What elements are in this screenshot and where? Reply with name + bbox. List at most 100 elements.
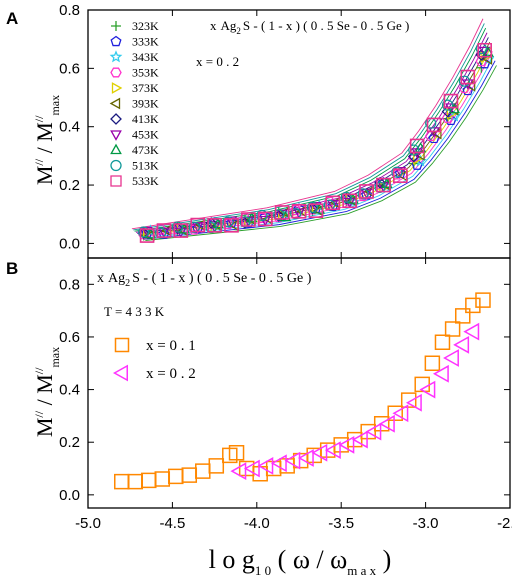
panel-b-point-x02 — [392, 404, 409, 423]
panel-a-point-453K — [191, 222, 204, 233]
panel-a-point-513K — [290, 208, 302, 220]
panel-a-point-453K — [225, 216, 238, 227]
panel-b-point-x02 — [324, 441, 341, 459]
panel-b-point-x01 — [141, 472, 157, 489]
panel-a-ylabel: M// / M//max — [32, 95, 62, 185]
panel-a-point-533K — [241, 212, 256, 227]
panel-b-xtick-label: -2.5 — [497, 515, 512, 532]
panel-b-point-x02 — [351, 430, 368, 449]
panel-a-point-453K — [326, 199, 339, 211]
panel-a-point-453K — [478, 46, 491, 58]
panel-b-point-x01 — [373, 416, 390, 432]
panel-b-point-x01 — [114, 473, 130, 490]
panel-b-point-x01 — [465, 297, 481, 314]
panel-b-point-x01 — [444, 321, 461, 337]
panel-a-point-533K — [477, 42, 492, 58]
panel-b-point-x01 — [387, 405, 403, 422]
panel-a-point-533K — [224, 218, 239, 233]
panel-b-point-x01 — [414, 376, 430, 393]
panel-b-ytick-label: 0.8 — [59, 276, 80, 293]
panel-b-point-x02 — [453, 335, 470, 354]
panel-b-xtick-label: -3.5 — [328, 515, 354, 532]
panel-a-point-353K — [289, 205, 302, 216]
panel-a-point-533K — [156, 223, 172, 238]
panel-a-point-513K — [138, 226, 150, 238]
panel-a-point-513K — [340, 191, 352, 203]
panel-a-point-533K — [139, 228, 155, 243]
panel-a: A x Ag2 S - ( 1 - x ) ( 0 . 5 Se - 0 . 5 G… — [6, 2, 511, 259]
x-axis-label: l o g1 0 ( ω / ωm a x ) — [209, 545, 392, 578]
panel-b-ticks: 0.0 0.2 0.4 0.6 0.8 -5.0 -4.5 -4.0 -3.5 -3.0 -2.5 — [59, 258, 512, 532]
panel-a-point-513K — [458, 75, 471, 87]
panel-a-legend-marker-513K — [110, 159, 122, 172]
panel-b-point-x02 — [338, 435, 355, 454]
panel-a-ticks: 0.0 0.2 0.4 0.6 0.8 — [59, 2, 511, 258]
panel-b-point-x02 — [378, 414, 395, 433]
panel-b-xtick-label: -3.0 — [413, 515, 439, 532]
panel-a-legend-label: 353K — [132, 66, 159, 80]
panel-b-point-x02 — [463, 322, 480, 341]
panel-a-curve-373K — [139, 46, 492, 237]
panel-a-data — [131, 18, 497, 243]
panel-b-point-x02 — [365, 422, 382, 441]
panel-b-point-x02 — [405, 393, 422, 412]
panel-a-point-533K — [426, 117, 442, 133]
panel-a-point-533K — [359, 184, 374, 199]
panel-a-legend-label: 533K — [132, 174, 159, 188]
panel-a-point-533K — [392, 168, 408, 184]
panel-a-point-353K — [239, 213, 251, 224]
panel-b-point-x02 — [230, 462, 247, 481]
panel-b-point-x01 — [252, 466, 268, 482]
panel-a-point-533K — [308, 203, 324, 219]
panel-b-ytick-label: 0.0 — [59, 487, 80, 504]
panel-a-point-333K — [158, 228, 170, 239]
panel-a-point-533K — [173, 223, 189, 238]
panel-b-xtick-label: -5.0 — [75, 515, 101, 532]
panel-b-point-x02 — [257, 457, 274, 475]
panel-b-legend: x = 0 . 1 x = 0 . 2 — [112, 337, 196, 382]
panel-b-xtick-label: -4.5 — [159, 515, 185, 532]
panel-b-point-x01 — [208, 458, 225, 474]
panel-b-composition: x Ag2 S - ( 1 - x ) ( 0 . 5 Se - 0 . 5 Ge … — [97, 271, 312, 289]
panel-a-point-533K — [409, 138, 425, 154]
panel-a-legend-marker-413K — [110, 113, 122, 125]
panel-b-xtick-label: -4.0 — [244, 515, 270, 532]
panel-a-point-333K — [327, 200, 339, 212]
panel-a-point-513K — [357, 188, 369, 200]
panel-a-legend-label: 393K — [132, 97, 159, 111]
panel-b-point-x02 — [432, 364, 449, 383]
panel-b-point-x01 — [195, 463, 211, 479]
panel-b-legend-marker-x02 — [112, 364, 128, 382]
panel-b-point-x01 — [319, 442, 336, 458]
panel-a-legend-marker-353K — [110, 67, 122, 78]
panel-a-point-513K — [205, 222, 217, 234]
panel-a-point-533K — [207, 218, 222, 233]
panel-a-point-513K — [256, 209, 268, 222]
panel-b-temperature: T = 4 3 3 K — [104, 304, 165, 319]
panel-b-point-x01 — [333, 437, 349, 453]
panel-b-point-x01 — [424, 355, 441, 372]
panel-a-legend-label: 513K — [132, 159, 159, 173]
panel-a-ytick-label: 0.0 — [59, 235, 80, 252]
panel-b-data — [114, 292, 491, 490]
panel-b-point-x01 — [181, 467, 198, 483]
panel-a-point-533K — [190, 217, 206, 233]
panel-b-ytick-label: 0.2 — [59, 434, 80, 451]
panel-b-point-x01 — [168, 468, 184, 485]
panel-b-point-x01 — [228, 444, 245, 461]
panel-b-point-x02 — [243, 459, 260, 478]
panel-a-curve-323K — [145, 65, 497, 241]
panel-b-ytick-label: 0.6 — [59, 329, 80, 346]
panel-a-legend-marker-323K — [111, 21, 121, 31]
panel-b: B x Ag2 S - ( 1 - x ) ( 0 . 5 Se - 0 . 5 G… — [6, 257, 512, 578]
panel-b-point-x01 — [454, 308, 471, 324]
panel-b-point-x01 — [222, 447, 238, 464]
panel-a-point-513K — [306, 201, 319, 213]
panel-a-point-513K — [391, 166, 403, 178]
panel-a-point-533K — [460, 69, 476, 85]
panel-a-point-533K — [325, 195, 341, 211]
panel-a-curve-533K — [131, 18, 484, 230]
panel-b-ytick-label: 0.4 — [59, 382, 80, 399]
